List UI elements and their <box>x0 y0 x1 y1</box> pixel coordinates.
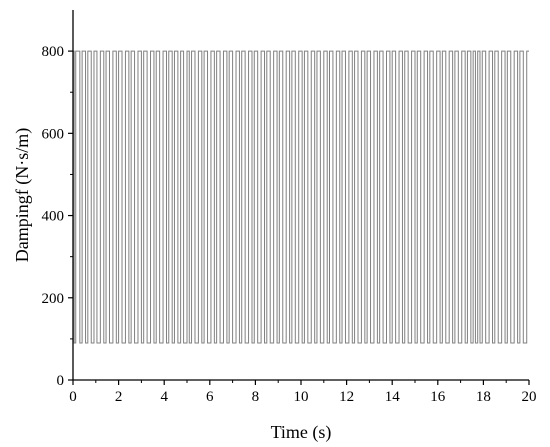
x-tick-label: 0 <box>69 389 77 405</box>
x-tick-label: 12 <box>339 389 354 405</box>
x-tick-label: 8 <box>252 389 260 405</box>
y-axis-title: Dampingf (N·s/m) <box>12 128 33 262</box>
x-tick-label: 2 <box>115 389 123 405</box>
plot-area <box>73 50 529 344</box>
x-tick-label: 4 <box>160 389 168 405</box>
y-tick-label: 200 <box>42 291 65 307</box>
x-axis-title: Time (s) <box>271 422 332 443</box>
y-tick-label: 600 <box>42 126 65 142</box>
y-tick-label: 400 <box>42 209 65 225</box>
x-tick-label: 14 <box>385 389 401 405</box>
x-tick-label: 20 <box>522 389 537 405</box>
y-tick-label: 800 <box>42 44 65 60</box>
y-ticks: 0 200 400 600 800 <box>42 44 73 389</box>
x-ticks: 0 2 4 6 8 10 12 14 16 18 20 <box>69 380 537 405</box>
x-tick-label: 10 <box>294 389 309 405</box>
x-tick-label: 6 <box>206 389 214 405</box>
damping-series-line <box>73 50 529 344</box>
y-tick-label: 0 <box>57 373 65 389</box>
x-tick-label: 16 <box>430 389 446 405</box>
x-tick-label: 18 <box>476 389 491 405</box>
